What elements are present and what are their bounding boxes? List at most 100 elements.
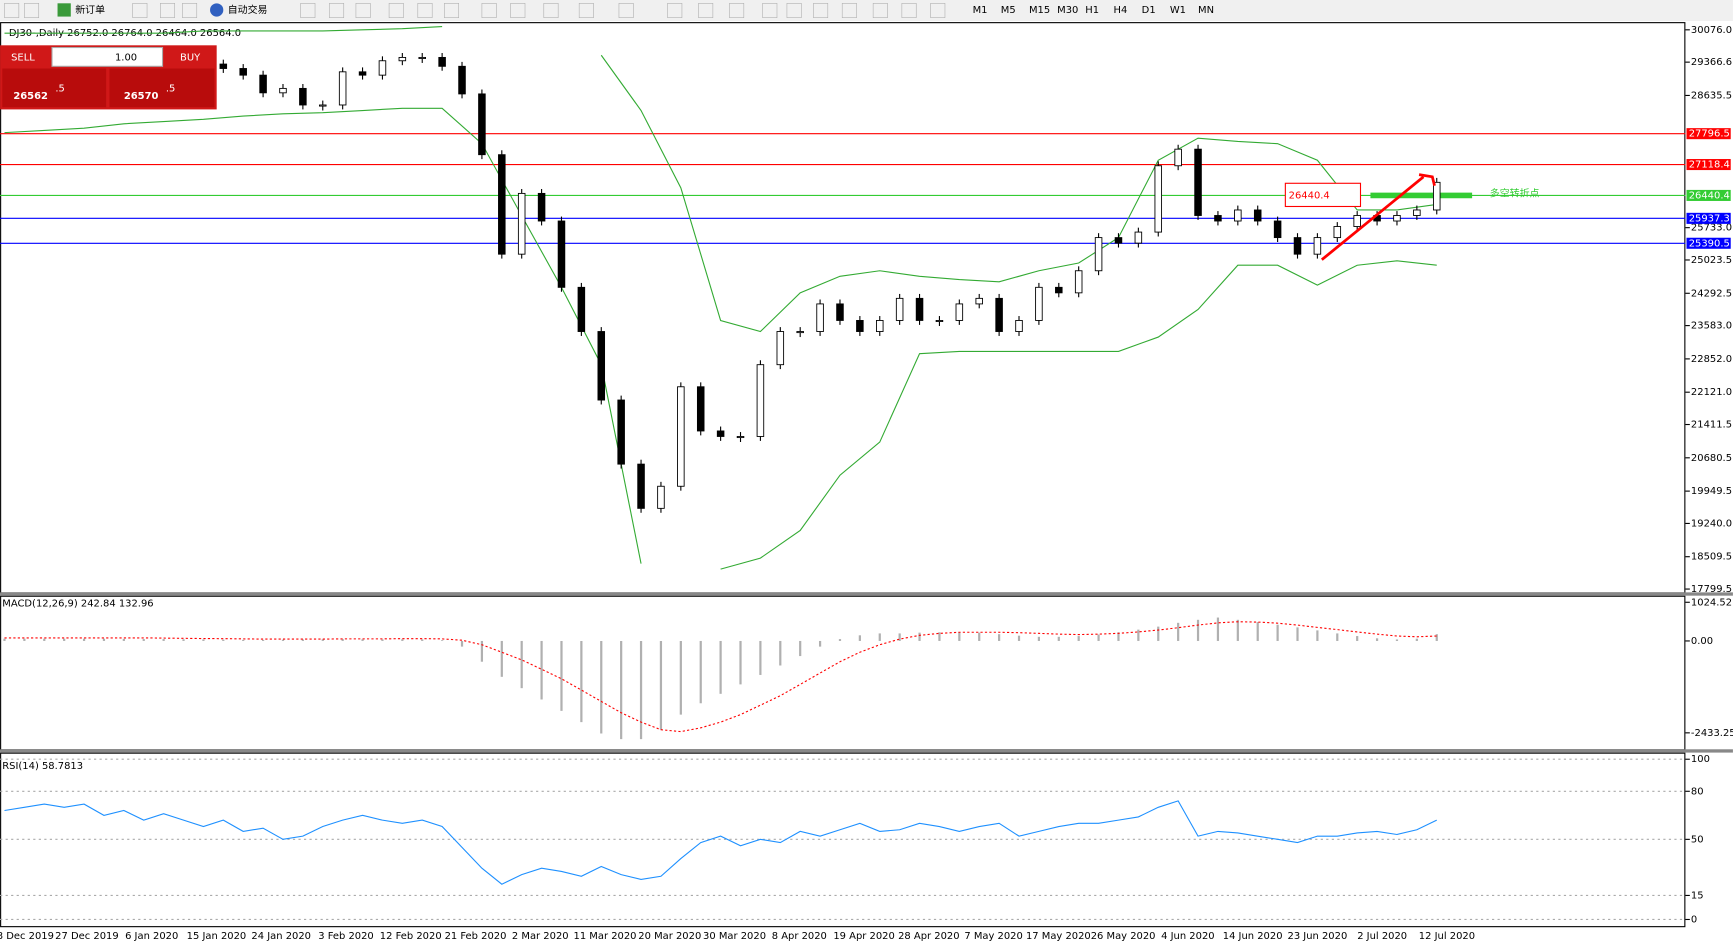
candle [398,56,407,62]
lower-band [4,107,1437,570]
new-order[interactable]: 新订单 [75,3,105,16]
y-tick-label: 19949.5 [1691,486,1732,497]
candle [1055,286,1063,294]
sell[interactable]: SELL [11,52,35,63]
divider [0,749,1733,753]
ask-main[interactable]: 26570 [124,91,159,102]
sell-button[interactable] [2,47,50,67]
tool-button[interactable] [182,3,198,18]
candle [358,71,367,76]
timeframe[interactable]: D1 [1142,5,1156,16]
y-tick-label: 80 [1691,786,1704,797]
tool-button[interactable] [4,3,20,18]
x-tick-label: 24 Jan 2020 [251,931,311,942]
tool-button[interactable] [841,3,857,18]
tool-button[interactable] [510,3,526,18]
x-tick-label: 15 Jan 2020 [187,931,247,942]
candle [1214,215,1222,222]
indicator-label: RSI(14) 58.7813 [2,761,83,772]
tool-button[interactable] [667,3,683,18]
candle [1413,209,1421,216]
tool-button[interactable] [543,3,559,18]
candle [1134,231,1143,244]
timeframe[interactable]: W1 [1170,5,1186,16]
tool-button[interactable] [618,3,634,18]
candle [478,93,486,156]
tool-button[interactable] [729,3,745,18]
candle [1094,237,1103,272]
x-tick-label: 28 Apr 2020 [898,931,959,942]
candle [637,463,645,509]
level-tag [1686,128,1731,140]
candle [1234,209,1242,222]
candle [915,297,924,321]
tool-button[interactable] [578,3,594,18]
tool-button[interactable] [300,3,316,18]
tool-button[interactable] [930,3,946,18]
tool-button[interactable] [698,3,714,18]
level-label: 25390.5 [1689,238,1730,249]
tool-button[interactable] [813,3,829,18]
tool-button[interactable] [901,3,917,18]
candle [1313,237,1322,255]
price-box [1284,182,1362,208]
candle [319,104,327,107]
new-order-icon[interactable] [57,3,71,17]
sell-price-box[interactable] [2,68,107,108]
level-label: 25937.3 [1689,213,1730,224]
y-tick-label: 29366.6 [1691,57,1732,68]
level-label: 27796.5 [1689,129,1730,140]
candle [1035,286,1043,321]
buy[interactable]: BUY [180,52,201,63]
timeframe[interactable]: H1 [1085,5,1099,16]
tool-button[interactable] [355,3,371,18]
candle [279,87,287,94]
candle [796,331,804,334]
tool-button[interactable] [329,3,345,18]
lots-input[interactable] [51,46,164,67]
upper-band [4,25,1437,333]
tool-button[interactable] [24,3,40,18]
bid-big[interactable]: .5 [55,83,64,94]
candle [577,286,586,332]
timeframe[interactable]: M15 [1029,5,1050,16]
tool-button[interactable] [417,3,433,18]
candle [1293,237,1302,255]
x-tick-label: 2 Mar 2020 [512,931,569,942]
annotation: 多空转折点 [1490,186,1540,199]
y-tick-label: 1024.52 [1691,597,1732,608]
level-label: 27118.4 [1689,160,1730,171]
bid-main[interactable]: 26562 [13,91,48,102]
y-tick-label: 25733.0 [1691,223,1732,234]
timeframe[interactable]: M5 [1001,5,1016,16]
timeframe[interactable]: MN [1198,5,1214,16]
timeframe[interactable]: H4 [1113,5,1127,16]
tool-button[interactable] [481,3,497,18]
tool-button[interactable] [132,3,148,18]
lots[interactable]: 1.00 [115,52,137,63]
candle [617,399,625,465]
divider [0,592,1733,596]
tool-button[interactable] [388,3,404,18]
candle [458,65,466,95]
tool-button[interactable] [444,3,459,18]
timeframe[interactable]: M30 [1057,5,1078,16]
candle [338,71,347,106]
auto-trade-icon[interactable] [210,3,224,17]
tool-button[interactable] [160,3,175,18]
x-tick-label: 18 Dec 2019 [0,931,54,942]
ask-big[interactable]: .5 [166,83,175,94]
x-tick-label: 11 Mar 2020 [574,931,637,942]
candle [935,320,944,322]
x-tick-label: 20 Mar 2020 [638,931,701,942]
candle [1253,209,1262,222]
tool-button[interactable] [762,3,778,18]
candle [716,430,725,437]
timeframe[interactable]: M1 [973,5,988,16]
tool-button[interactable] [872,3,888,18]
tool-button[interactable] [786,3,802,18]
y-tick-label: -2433.25 [1691,728,1733,739]
buy-price-box[interactable] [109,68,215,108]
auto-trade[interactable]: 自动交易 [228,3,268,16]
candle [657,485,665,509]
